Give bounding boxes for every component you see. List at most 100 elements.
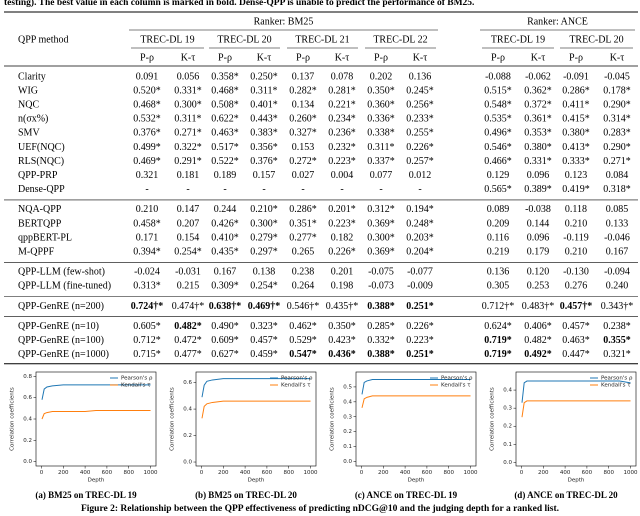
table-cell: 0.221*	[328, 99, 356, 110]
method-name: RLS(NQC)	[18, 156, 64, 167]
table-cell: 0.257*	[406, 156, 434, 167]
y-tick-label: 0.2	[23, 438, 32, 444]
table-cell: 0.477*	[174, 349, 202, 360]
table-cell: 0.323*	[250, 321, 278, 332]
table-cell: 0.457*	[250, 335, 278, 346]
table-cell: 0.622*	[211, 114, 239, 125]
table-cell: -0.062	[525, 71, 551, 82]
table-cell: 0.343†*	[601, 301, 634, 312]
table-cell: 0.004	[331, 170, 354, 181]
table-cell: 0.331*	[174, 85, 202, 96]
metric-header: P-ρ	[140, 52, 154, 63]
method-name: n(σx%)	[18, 114, 48, 125]
method-name: QPP-GenRE (n=100)	[18, 335, 104, 346]
table-cell: -0.045	[604, 71, 630, 82]
table-cell: 0.253	[527, 281, 550, 292]
table-cell: 0.272*	[289, 156, 317, 167]
y-tick-label: 0.0	[183, 460, 192, 466]
table-cell: 0.360*	[367, 99, 395, 110]
table-cell: 0.724†*	[131, 301, 164, 312]
table-cell: 0.459*	[250, 349, 278, 360]
table-cell: -0.024	[134, 267, 160, 278]
metric-header: P-ρ	[218, 52, 232, 63]
table-cell: 0.458*	[133, 218, 161, 229]
table-cell: 0.321	[136, 170, 159, 181]
table-cell: 0.362*	[524, 85, 552, 96]
method-name: qppBERT-PL	[18, 232, 72, 243]
x-tick-label: 0	[40, 470, 44, 476]
table-cell: -0.130	[563, 267, 589, 278]
table-cell: -0.075	[368, 267, 394, 278]
table-cell: 0.096	[527, 170, 550, 181]
y-tick-label: 0.1	[343, 444, 352, 450]
table-cell: 0.548*	[484, 99, 512, 110]
y-axis-label: Correlation coefficients	[490, 387, 496, 451]
table-cell: 0.286*	[562, 85, 590, 96]
metric-header: P-ρ	[374, 52, 388, 63]
table-cell: 0.496*	[484, 128, 512, 139]
dataset-header: TREC-DL 21	[295, 34, 349, 45]
table-cell: 0.469*	[133, 156, 161, 167]
table-cell: 0.260*	[289, 114, 317, 125]
dataset-header: TREC-DL 22	[373, 34, 427, 45]
table-cell: 0.358*	[211, 71, 239, 82]
table-cell: 0.276	[565, 281, 588, 292]
table-cell: 0.254*	[174, 246, 202, 257]
table-cell: -	[145, 184, 148, 195]
table-cell: 0.089	[487, 204, 510, 215]
plot-frame	[355, 371, 477, 467]
method-name: WIG	[18, 85, 38, 96]
metric-header: P-ρ	[491, 52, 505, 63]
x-tick-label: 1000	[624, 470, 638, 476]
x-tick-label: 200	[58, 470, 69, 476]
y-axis-label: Correlation coefficients	[170, 387, 176, 451]
table-cell: 0.423*	[328, 335, 356, 346]
table-cell: 0.474†*	[172, 301, 205, 312]
table-cell: 0.238*	[603, 321, 631, 332]
table-cell: -0.038	[525, 204, 551, 215]
method-name: UEF(NQC)	[18, 142, 65, 153]
table-cell: 0.210	[565, 218, 588, 229]
table-cell: 0.271*	[603, 156, 631, 167]
legend-label: Pearson's ρ	[441, 376, 473, 382]
table-cell: 0.204*	[406, 246, 434, 257]
table-cell: 0.337*	[367, 156, 395, 167]
table-cell: 0.712*	[133, 335, 161, 346]
y-tick-label: 0.6	[23, 395, 32, 401]
method-name: M-QPPF	[18, 246, 55, 257]
table-cell: 0.336*	[367, 114, 395, 125]
table-cell: 0.532*	[133, 114, 161, 125]
table-cell: -0.009	[407, 281, 433, 292]
metric-header: K-τ	[413, 52, 428, 63]
table-cell: 0.311*	[250, 85, 277, 96]
legend-label: Kendall's τ	[441, 383, 471, 389]
metric-header: P-ρ	[296, 52, 310, 63]
legend-label: Kendall's τ	[121, 383, 151, 389]
table-cell: 0.546†*	[287, 301, 320, 312]
table-cell: 0.332*	[367, 335, 395, 346]
x-tick-label: 200	[218, 470, 229, 476]
table-cell: 0.565*	[484, 184, 512, 195]
table-cell: -0.094	[604, 267, 630, 278]
table-cell: 0.171	[136, 232, 159, 243]
y-tick-label: 0.2	[503, 424, 512, 430]
table-cell: 0.240	[606, 281, 629, 292]
table-cell: 0.318*	[603, 184, 631, 195]
series-line	[201, 378, 311, 398]
table-cell: 0.012	[409, 170, 432, 181]
table-cell: 0.144	[527, 218, 550, 229]
table-cell: 0.333*	[562, 156, 590, 167]
table-cell: 0.413*	[562, 142, 590, 153]
table-cell: -	[262, 184, 265, 195]
chart-caption: (a) BM25 on TREC-DL 19	[35, 490, 137, 500]
table-cell: 0.264	[292, 281, 315, 292]
series-line	[361, 378, 471, 395]
table-cell: 0.351*	[289, 218, 317, 229]
table-cell: 0.410*	[211, 232, 239, 243]
dataset-header: TREC-DL 20	[569, 34, 623, 45]
method-name: QPP-LLM (few-shot)	[18, 267, 105, 278]
y-tick-label: 0.0	[503, 460, 512, 466]
table-cell: 0.091	[136, 71, 159, 82]
table-cell: 0.085	[606, 204, 629, 215]
table-cell: 0.469†*	[248, 301, 281, 312]
